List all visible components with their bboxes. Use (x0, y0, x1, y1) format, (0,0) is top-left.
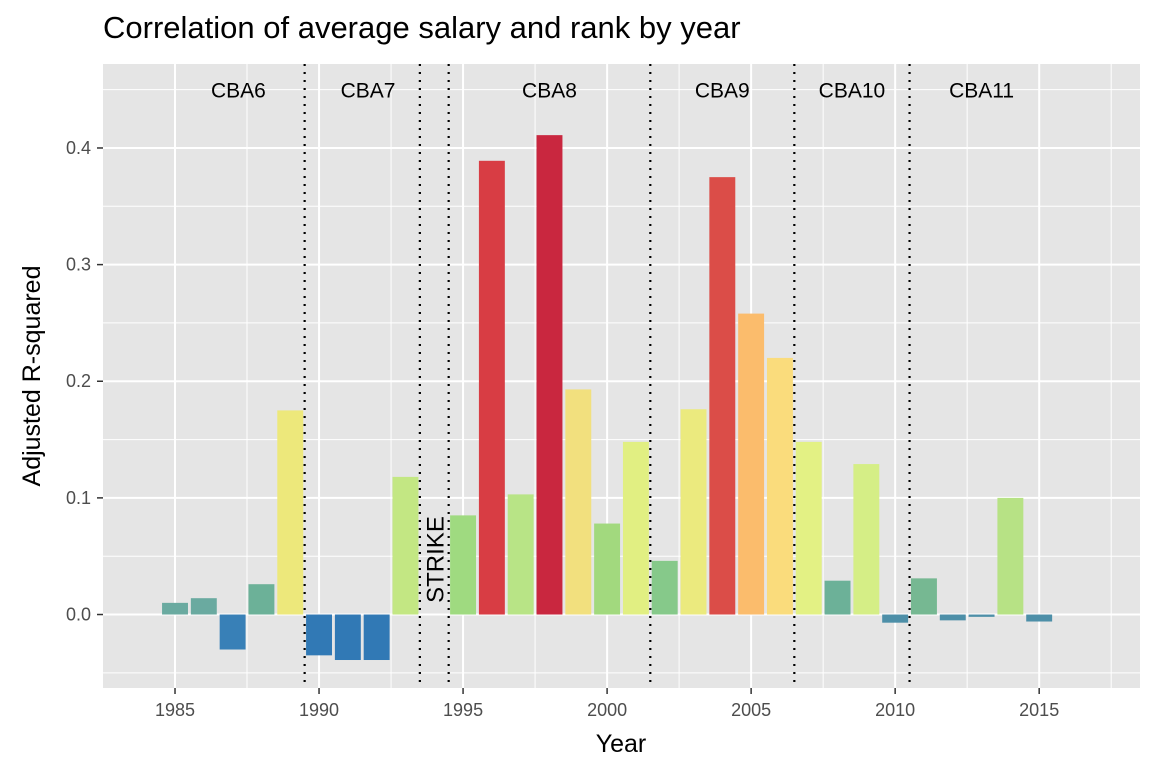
strike-annotation: STRIKE (422, 516, 449, 603)
era-label-cba10: CBA10 (819, 80, 886, 103)
bar-1992 (363, 614, 390, 661)
era-labels: CBA6 CBA7 CBA8 CBA9 CBA10 CBA11 (211, 80, 1014, 103)
x-tick-label: 2005 (731, 700, 771, 720)
x-tick-label: 2000 (587, 700, 627, 720)
bar-1985 (162, 602, 188, 615)
bar-1989 (277, 410, 304, 615)
era-label-cba8: CBA8 (522, 80, 577, 103)
x-tick-label: 1985 (155, 700, 195, 720)
bar-2002 (651, 560, 678, 615)
bar-2006 (766, 357, 793, 615)
bar-1988 (248, 584, 275, 615)
era-label-cba7: CBA7 (341, 80, 396, 103)
bar-1995 (450, 515, 477, 615)
x-tick-label: 1995 (443, 700, 483, 720)
x-axis-title: Year (596, 730, 647, 758)
bar-1996 (478, 160, 505, 615)
era-label-cba9: CBA9 (695, 80, 750, 103)
y-tick-label: 0.1 (66, 488, 91, 508)
x-tick-label: 1990 (299, 700, 339, 720)
bar-1998 (536, 135, 563, 615)
bar-2007 (795, 441, 822, 615)
bar-1993 (392, 476, 419, 615)
bar-2000 (594, 523, 621, 615)
cba-dividers (303, 64, 911, 688)
bar-2012 (939, 614, 966, 621)
era-label-cba11: CBA11 (949, 80, 1014, 103)
bar-1986 (190, 598, 217, 615)
y-tick-label: 0.0 (66, 605, 91, 625)
bar-2005 (738, 313, 765, 615)
bar-1990 (306, 614, 333, 656)
bar-2004 (709, 177, 736, 615)
x-tick-label: 2015 (1019, 700, 1059, 720)
y-tick-label: 0.3 (66, 255, 91, 275)
strike-label: STRIKE (422, 516, 449, 603)
bar-1997 (507, 494, 534, 615)
bar-1991 (334, 614, 361, 661)
bar-2015 (1026, 614, 1053, 622)
bar-2008 (824, 580, 851, 615)
bar-2011 (910, 578, 937, 615)
y-axis: 0.0 0.1 0.2 0.3 0.4 (66, 138, 103, 625)
bar-2003 (680, 409, 707, 615)
x-tick-label: 2010 (875, 700, 915, 720)
bar-2010 (882, 614, 909, 623)
x-axis: 1985 1990 1995 2000 2005 2010 2015 (155, 688, 1059, 720)
bar-2001 (622, 441, 649, 615)
y-axis-title: Adjusted R-squared (18, 266, 46, 487)
y-tick-label: 0.2 (66, 371, 91, 391)
grid-lines (103, 64, 1140, 688)
chart-title: Correlation of average salary and rank b… (103, 10, 741, 45)
era-label-cba6: CBA6 (211, 80, 266, 103)
bar-2009 (853, 464, 880, 615)
bars (162, 135, 1053, 661)
y-tick-label: 0.4 (66, 138, 91, 158)
bar-1999 (565, 389, 592, 615)
bar-2013 (968, 614, 995, 617)
bar-1987 (219, 614, 246, 650)
bar-2014 (997, 497, 1024, 615)
